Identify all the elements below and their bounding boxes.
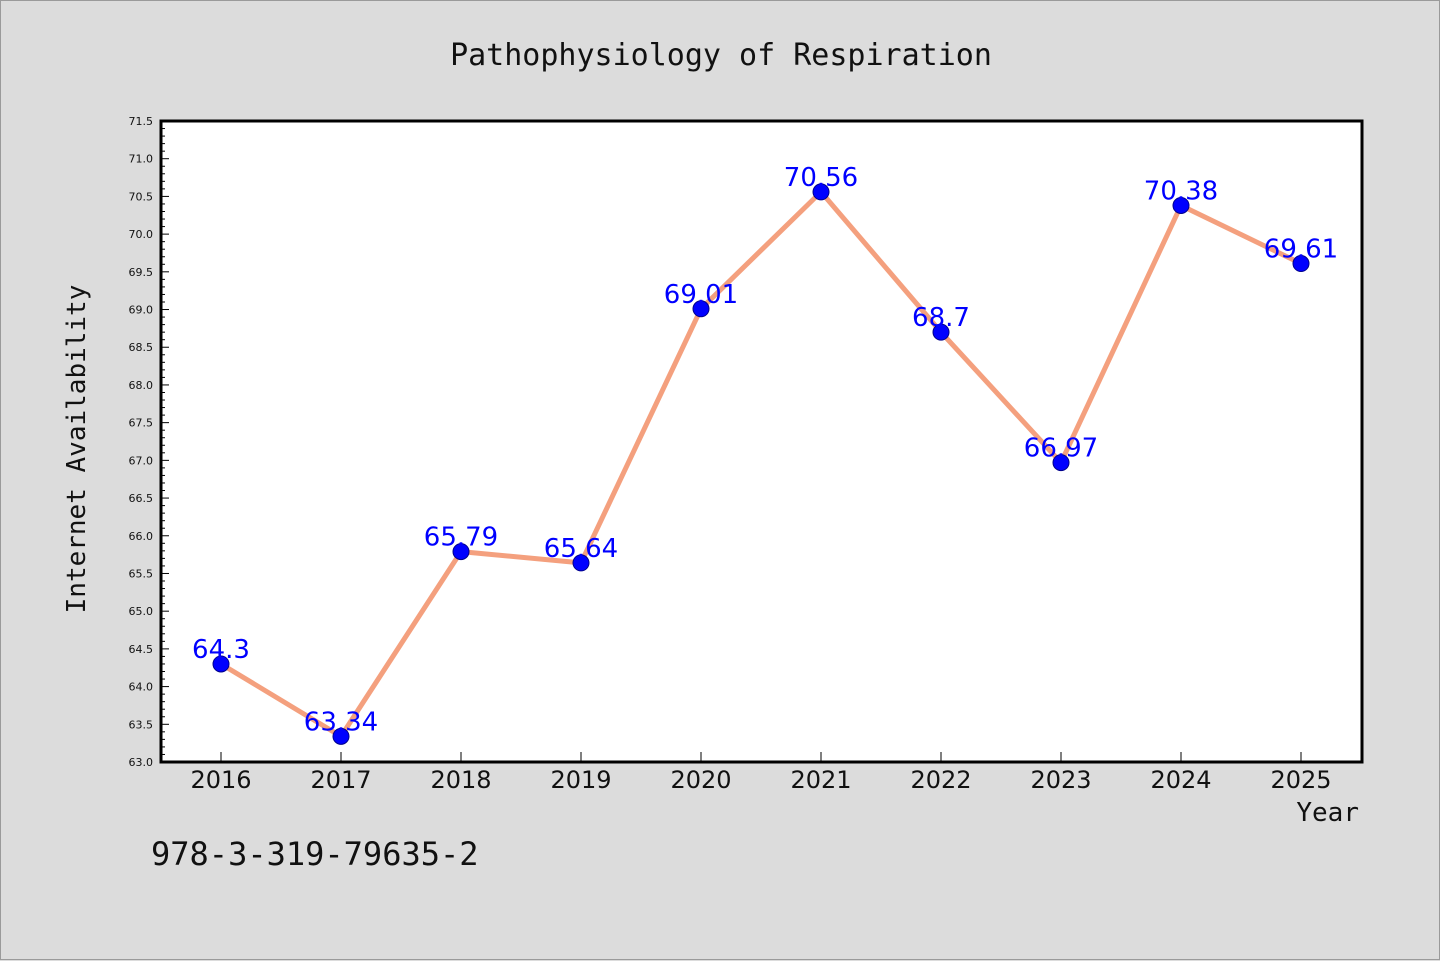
data-label: 69.01 — [664, 280, 738, 310]
data-label: 69.61 — [1264, 235, 1338, 265]
y-axis: 63.0 63.5 64.0 64.5 65.0 65.5 66.0 66.5 67.0 67.5… — [129, 115, 169, 769]
data-point — [1052, 454, 1070, 472]
data-point — [692, 300, 710, 318]
x-tick-label: 2024 — [1150, 766, 1211, 794]
footer-code: 978-3-319-79635-2 — [151, 835, 479, 873]
series-line — [219, 189, 1303, 739]
series-layer — [212, 183, 1310, 745]
x-tick-label: 2019 — [550, 766, 611, 794]
y-tick-label: 71.5 — [129, 115, 154, 128]
data-labels: 64.3 63.34 65.79 65.64 69.01 70.56 68.7 66.97 70… — [192, 163, 1338, 737]
data-point — [1172, 196, 1190, 214]
data-label: 65.64 — [544, 534, 618, 564]
data-point — [1292, 255, 1310, 273]
data-point — [332, 727, 350, 745]
y-tick-label: 64.5 — [129, 643, 154, 656]
x-tick-label: 2020 — [670, 766, 731, 794]
y-tick-label: 63.0 — [129, 756, 154, 769]
x-tick-label: 2021 — [790, 766, 851, 794]
x-tick-label: 2017 — [310, 766, 371, 794]
x-tick-label: 2025 — [1270, 766, 1331, 794]
x-tick-label: 2022 — [910, 766, 971, 794]
y-tick-label: 68.5 — [129, 341, 154, 354]
data-label: 64.3 — [192, 635, 250, 665]
data-point — [812, 183, 830, 201]
data-point — [572, 554, 590, 572]
y-tick-label: 63.5 — [129, 718, 154, 731]
y-tick-label: 67.0 — [129, 454, 154, 467]
data-point — [932, 323, 950, 341]
data-label: 70.38 — [1144, 176, 1218, 206]
y-tick-label: 65.5 — [129, 567, 154, 580]
x-axis: 2016 2017 2018 2019 2020 2021 2022 2023 2024 2025 — [190, 752, 1332, 794]
chart-title: Pathophysiology of Respiration — [450, 38, 992, 73]
plot-area — [159, 119, 1364, 764]
y-tick-label: 64.0 — [129, 681, 154, 694]
data-label: 65.79 — [424, 523, 498, 553]
y-tick-label: 65.0 — [129, 605, 154, 618]
y-tick-label: 71.0 — [129, 153, 154, 166]
x-tick-label: 2016 — [190, 766, 251, 794]
x-tick-label: 2023 — [1030, 766, 1091, 794]
y-tick-label: 66.0 — [129, 530, 154, 543]
y-axis-title: Internet Availability — [62, 285, 92, 614]
y-tick-label: 66.5 — [129, 492, 154, 505]
x-axis-title: Year — [1296, 798, 1359, 828]
y-tick-label: 70.5 — [129, 190, 154, 203]
y-tick-label: 67.5 — [129, 417, 154, 430]
x-tick-label: 2018 — [430, 766, 491, 794]
data-label: 68.7 — [912, 303, 970, 333]
y-tick-label: 69.0 — [129, 304, 154, 317]
y-tick-label: 68.0 — [129, 379, 154, 392]
data-point — [452, 543, 470, 561]
data-label: 66.97 — [1024, 434, 1098, 464]
y-tick-label: 69.5 — [129, 266, 154, 279]
data-point — [212, 655, 230, 673]
data-label: 63.34 — [304, 707, 378, 737]
data-label: 70.56 — [784, 163, 858, 193]
y-tick-label: 70.0 — [129, 228, 154, 241]
